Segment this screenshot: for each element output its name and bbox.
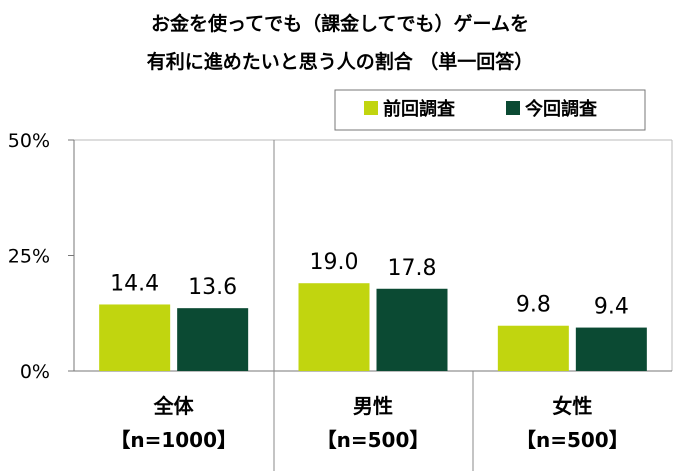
bar [497,325,569,371]
legend-label-current-survey: 今回調査 [525,98,597,120]
bar-value-label: 9.8 [516,293,551,318]
category-sample-size: 【n=500】 [317,428,430,452]
bars [99,283,647,371]
legend-swatch-previous-survey [364,101,378,115]
bar-value-label: 17.8 [388,256,437,281]
category-label: 全体 [153,394,195,418]
y-tick-label: 0% [20,361,50,383]
legend-box [334,89,646,131]
legend-swatch-current-survey [506,101,520,115]
y-tick-label: 25% [8,246,50,268]
plot-frame [73,139,673,471]
value-labels: 14.4 13.6 19.0 17.8 9.8 9.4 [110,250,629,319]
bar-value-label: 9.4 [594,295,629,320]
category-label: 男性 [353,394,393,418]
category-sample-size: 【n=1000】 [110,428,237,452]
bar-value-label: 14.4 [110,271,159,296]
y-axis-ticks: 0% 25% 50% [8,130,74,383]
x-axis-labels: 全体【n=1000】男性【n=500】女性【n=500】 [110,394,628,452]
bar-value-label: 19.0 [310,250,359,275]
bar [376,288,448,371]
bar-value-label: 13.6 [188,275,237,300]
category-sample-size: 【n=500】 [516,428,629,452]
legend-label-previous-survey: 前回調査 [383,98,455,120]
chart-title-line-1: お金を使ってでも（課金してでも）ゲームを [151,12,529,35]
chart-title: お金を使ってでも（課金してでも）ゲームを 有利に進めたいと思う人の割合 （単一回… [147,12,534,73]
y-tick-label: 50% [8,130,50,152]
legend: 前回調査 今回調査 [334,89,646,131]
category-label: 女性 [552,394,592,418]
bar [575,327,647,371]
chart-title-line-2: 有利に進めたいと思う人の割合 （単一回答） [147,50,534,73]
bar [177,308,249,371]
bar [298,283,370,371]
bar [99,304,171,371]
